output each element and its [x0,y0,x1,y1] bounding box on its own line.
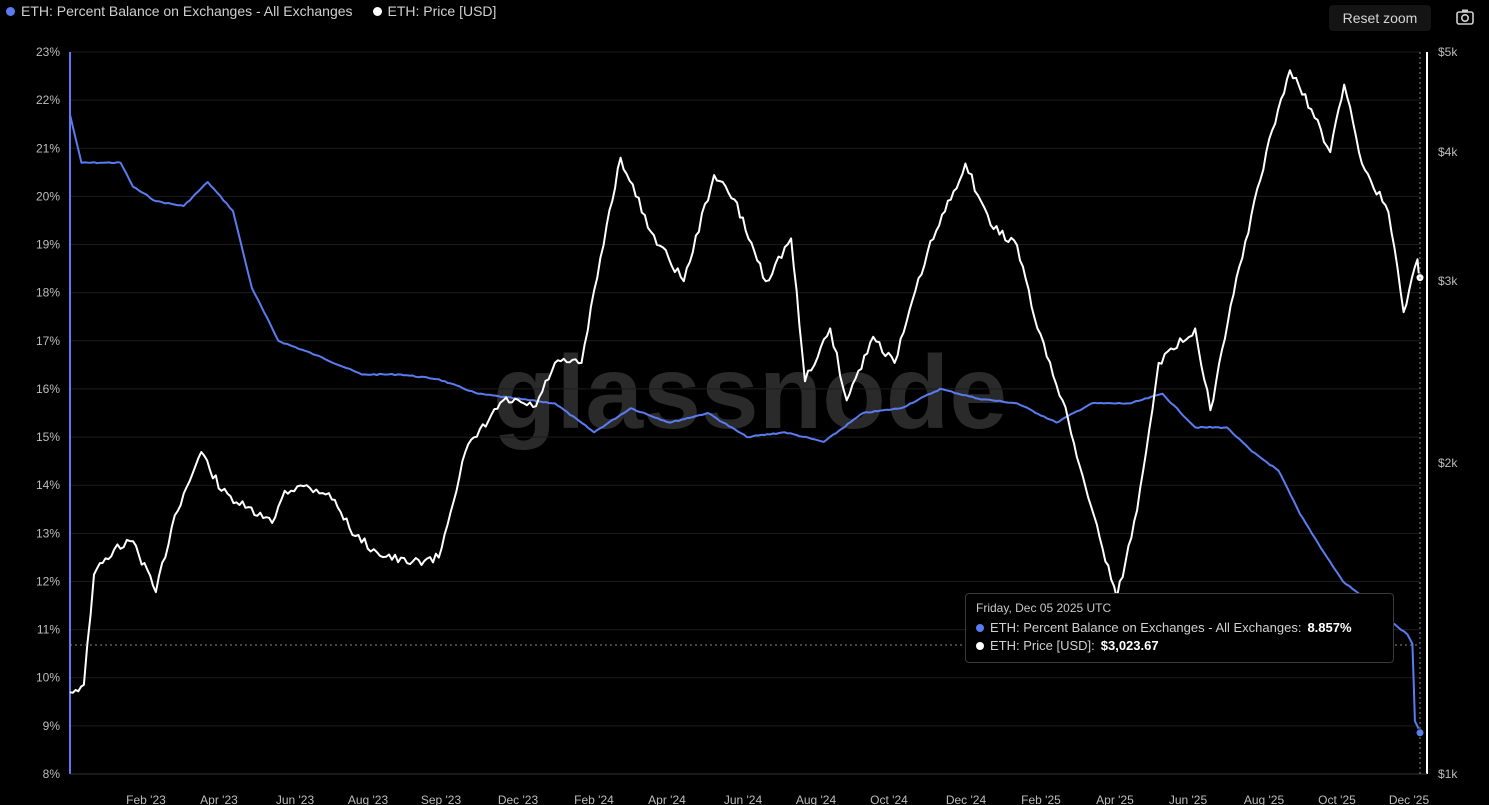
watermark: glassnode [493,335,1007,451]
legend-item-exchange-balance[interactable]: ETH: Percent Balance on Exchanges - All … [6,3,353,19]
left-tick-label: 11% [37,623,60,637]
left-tick-label: 8% [43,767,61,781]
legend-label-price: ETH: Price [USD] [387,3,497,19]
tooltip-dot-balance [976,623,984,632]
chart-legend: ETH: Percent Balance on Exchanges - All … [6,3,496,19]
right-tick-label: $4k [1438,145,1458,159]
x-tick-label: Aug '24 [796,793,837,805]
left-tick-label: 9% [43,719,61,733]
x-tick-label: Jun '24 [724,793,763,805]
legend-item-price[interactable]: ETH: Price [USD] [372,3,497,19]
camera-icon[interactable] [1455,8,1475,26]
right-tick-label: $1k [1438,767,1458,781]
left-tick-label: 14% [36,478,60,492]
tooltip-label-price: ETH: Price [USD]: [990,638,1095,653]
x-tick-label: Dec '25 [1389,793,1430,805]
x-tick-label: Sep '23 [421,793,462,805]
x-tick-label: Apr '25 [1096,793,1134,805]
x-tick-label: Jun '23 [276,793,315,805]
right-tick-label: $3k [1438,274,1458,288]
left-tick-label: 18% [36,286,60,300]
tooltip-value-price: $3,023.67 [1100,638,1159,653]
tooltip: Friday, Dec 05 2025 UTC ETH: Percent Bal… [965,593,1394,663]
right-tick-label: $5k [1438,45,1458,59]
x-tick-label: Oct '25 [1318,793,1356,805]
x-tick-label: Aug '23 [348,793,389,805]
legend-dot-price [372,6,382,16]
left-tick-label: 13% [36,526,60,540]
tooltip-row-balance: ETH: Percent Balance on Exchanges - All … [976,620,1352,635]
x-tick-label: Feb '25 [1021,793,1061,805]
x-tick-label: Oct '24 [870,793,908,805]
x-tick-label: Dec '24 [946,793,987,805]
left-tick-label: 10% [36,671,60,685]
series-line-exchange-balance [69,114,1421,734]
left-tick-label: 17% [36,334,60,348]
left-axis: 23% 22% 21% 20% 19% 18% 17% 16% 15% 14% 13% 12% 11% 1… [36,45,71,781]
x-tick-label: Feb '23 [126,793,166,805]
right-tick-label: $2k [1438,456,1458,470]
tooltip-row-price: ETH: Price [USD]: $3,023.67 [976,638,1159,653]
left-tick-label: 23% [36,45,60,59]
left-tick-label: 21% [36,141,60,155]
series-line-price [69,69,1421,694]
x-tick-label: Dec '23 [498,793,539,805]
right-axis: $5k $4k $3k $2k $1k [1426,45,1458,781]
x-tick-label: Jun '25 [1169,793,1208,805]
left-tick-label: 22% [36,93,60,107]
tooltip-dot-price [976,641,984,650]
left-tick-label: 16% [36,382,60,396]
x-tick-label: Apr '24 [648,793,686,805]
tooltip-value-balance: 8.857% [1307,620,1352,635]
tooltip-label-balance: ETH: Percent Balance on Exchanges - All … [990,620,1302,635]
x-axis: Feb '23 Apr '23 Jun '23 Aug '23 Sep '23 Dec '… [70,773,1430,805]
legend-label-exchange-balance: ETH: Percent Balance on Exchanges - All … [21,3,353,19]
x-tick-label: Feb '24 [574,793,614,805]
x-tick-label: Aug '25 [1244,793,1285,805]
x-tick-label: Apr '23 [200,793,238,805]
tooltip-date: Friday, Dec 05 2025 UTC [976,601,1112,615]
left-tick-label: 12% [36,574,60,588]
reset-zoom-button[interactable]: Reset zoom [1329,5,1431,31]
left-tick-label: 20% [36,189,60,203]
left-tick-label: 15% [36,430,60,444]
legend-dot-exchange-balance [6,6,15,16]
left-tick-label: 19% [36,238,60,252]
